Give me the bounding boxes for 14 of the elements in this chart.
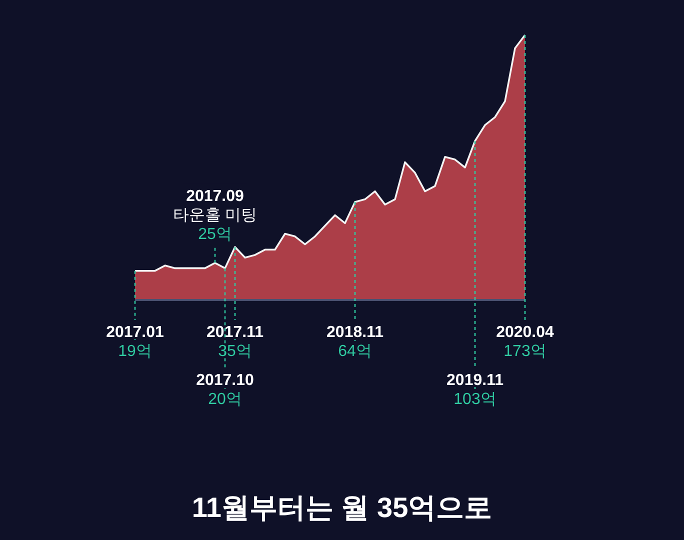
x-tick-label: 2020.04 [496, 324, 554, 341]
annotation: 64억 [338, 343, 372, 360]
x-tick-label: 2017.01 [106, 324, 164, 341]
x-tick-label: 2017.09 [186, 188, 244, 205]
annotation: 타운홀 미팅 25억 [172, 206, 258, 243]
title: 11월부터는 월 35억으로 [192, 492, 492, 523]
annotation: 103억 [454, 391, 496, 408]
annotation: 19억 [118, 343, 152, 360]
x-tick-label: 2018.11 [326, 324, 384, 341]
annotation: 20억 [208, 391, 242, 408]
annotation: 35억 [218, 343, 252, 360]
x-tick-label: 2017.10 [196, 372, 254, 389]
x-tick-label: 2017.11 [206, 324, 264, 341]
x-tick-label: 2019.11 [446, 372, 504, 389]
